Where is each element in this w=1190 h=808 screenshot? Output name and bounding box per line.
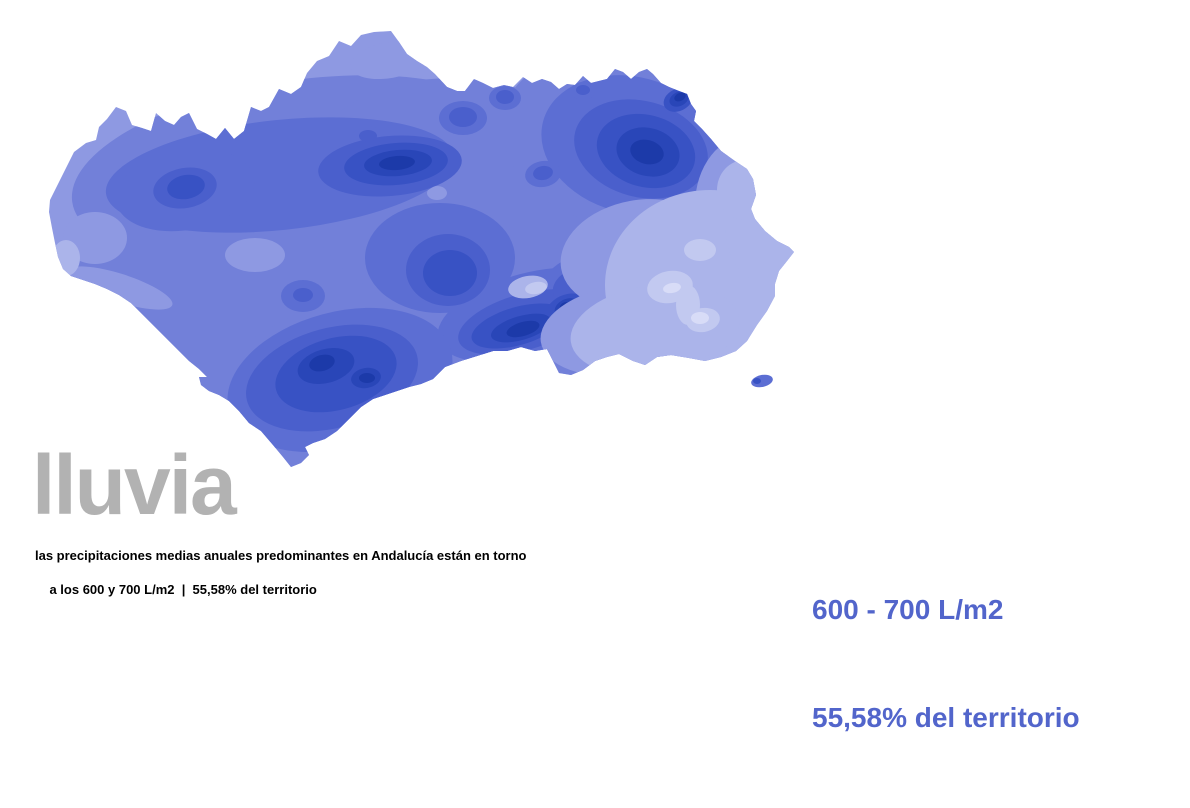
- subtitle-line-2: a los 600 y 700 L/m2 | 55,58% del territ…: [49, 582, 317, 597]
- contour-blob: [167, 174, 205, 200]
- subtitle-line-1: las precipitaciones medias anuales predo…: [35, 548, 527, 563]
- contour-blob: [52, 240, 80, 276]
- stat-range: 600 - 700 L/m2: [812, 594, 1004, 625]
- contour-blob: [717, 160, 773, 220]
- page-title: lluvia: [32, 438, 237, 532]
- contour-blob: [684, 239, 716, 261]
- contour-blob: [379, 155, 415, 171]
- contour-blob: [691, 312, 709, 324]
- contour-blob: [496, 90, 514, 104]
- stat-territory: 55,58% del territorio: [812, 702, 1080, 733]
- contour-blob: [449, 107, 477, 127]
- contour-blob: [525, 281, 547, 295]
- contour-blob: [674, 92, 686, 102]
- contour-blob: [533, 165, 553, 181]
- islet-shape: [751, 374, 773, 388]
- contour-blob: [63, 212, 127, 264]
- contour-blob: [427, 186, 447, 200]
- subtitle: las precipitaciones medias anuales predo…: [35, 547, 527, 615]
- contour-level-0: [663, 282, 709, 324]
- contour-blob: [359, 130, 377, 142]
- contour-blob: [423, 250, 477, 296]
- contour-blob: [576, 85, 590, 95]
- contour-blob: [663, 282, 681, 294]
- contour-blob: [309, 354, 335, 372]
- contour-blob: [293, 288, 313, 302]
- infographic-canvas: lluvia las precipitaciones medias anuale…: [32, 31, 1080, 733]
- contour-blob: [225, 238, 285, 272]
- highlight-stat: 600 - 700 L/m2 55,58% del territorio: [812, 520, 1080, 808]
- contour-blob: [67, 266, 173, 310]
- contour-blob: [359, 373, 375, 383]
- contour-blob: [630, 139, 664, 165]
- offshore-islet: [751, 374, 773, 388]
- andalucia-precipitation-map: [49, 31, 794, 467]
- contour-blob: [506, 320, 540, 338]
- islet-core: [753, 378, 761, 384]
